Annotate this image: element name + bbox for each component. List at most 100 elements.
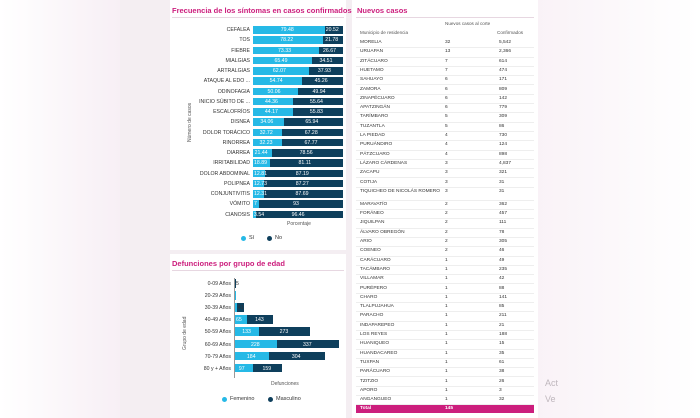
bar-si-label: 34.06 <box>260 119 274 126</box>
municipio-cell: TLALPUJAHUA <box>360 304 394 310</box>
municipio-cell: ZITÁCUARO <box>360 58 388 64</box>
table-row: ÁLVARO OBREGÓN 2 78 <box>356 229 534 238</box>
table-row: LA PIEDAD 4 730 <box>356 132 534 142</box>
symptom-label: POLIPNEA <box>224 180 250 187</box>
total-label: Total <box>360 406 372 411</box>
bar-masculino-label: 304 <box>291 353 301 360</box>
municipio-cell: ÁLVARO OBREGÓN <box>360 229 405 235</box>
bar-masculino <box>235 279 236 288</box>
bar-no-label: 20.52 <box>325 27 339 33</box>
municipio-cell: CARÁCUARO <box>360 257 391 263</box>
municipio-cell: TARÍMBARO <box>360 114 389 120</box>
symptom-label: INICIO SÚBITO DE ... <box>199 98 250 105</box>
bar-si <box>253 56 312 65</box>
age-group-label: 20-29 Años <box>204 293 231 300</box>
watermark-line2: Ve <box>545 394 556 404</box>
col-header-nuevos: Nuevos casos al corte <box>445 21 491 26</box>
symptom-label: ARTRALGIAS <box>217 68 250 74</box>
legend-dot <box>241 236 246 241</box>
bar-si-label: 7 <box>254 201 257 208</box>
bar-si <box>253 87 299 95</box>
confirmados-cell: 32 <box>499 397 505 403</box>
nuevos-cell: 4 <box>445 151 448 157</box>
bar-no-label: 87.27 <box>295 180 309 187</box>
bar-masculino-label: 337 <box>302 341 312 348</box>
confirmados-cell: 5,542 <box>499 40 512 45</box>
nuevos-cell: 7 <box>445 67 448 73</box>
symptom-label: CEFALEA <box>226 27 250 33</box>
bar-si <box>253 159 270 167</box>
nuevos-cell: 2 <box>445 201 448 207</box>
bar-masculino <box>259 327 310 336</box>
confirmados-cell: 111 <box>499 220 507 226</box>
nuevos-cell: 4 <box>445 142 448 148</box>
bar-no <box>292 108 343 116</box>
bar-masculino-label: 143 <box>255 317 264 324</box>
municipio-cell: PARÁCUARO <box>360 369 391 375</box>
bar-si-label: 65.49 <box>274 57 288 64</box>
municipio-cell: JIQUILPAN <box>360 220 385 226</box>
symptom-label: ODINOFAGIA <box>217 88 250 95</box>
nuevos-cell: 1 <box>445 387 448 393</box>
bar-femenino <box>235 351 269 361</box>
nuevos-cell: 1 <box>445 294 448 300</box>
legend-dot <box>267 236 272 241</box>
nuevos-cell: 2 <box>445 229 448 235</box>
bar-no-label: 49.94 <box>312 88 326 95</box>
bar-no <box>324 26 343 34</box>
table-row: TARÍMBARO 5 309 <box>356 113 534 123</box>
bar-si-label: 12.81 <box>254 170 267 177</box>
bar-si-label: 78.22 <box>280 37 294 44</box>
table-row: URUAPAN 13 2,366 <box>356 48 534 58</box>
bar-no-label: 21.78 <box>325 37 339 44</box>
nuevos-cell: 4 <box>445 133 448 138</box>
confirmados-cell: 85 <box>499 304 505 310</box>
bar-masculino <box>236 303 245 312</box>
nuevos-cell: 32 <box>445 40 451 45</box>
deaths-panel <box>170 254 346 418</box>
bar-no <box>264 190 343 198</box>
nuevos-cell: 1 <box>445 378 448 384</box>
municipio-cell: PURÉPERO <box>360 285 387 291</box>
legend-dot <box>268 397 273 402</box>
table-row: VILLAMAR 1 42 <box>356 275 534 285</box>
bar-masculino-label: 273 <box>279 329 289 336</box>
municipio-cell: LÁZARO CÁRDENAS <box>360 160 408 166</box>
confirmados-cell: 26 <box>499 378 505 384</box>
bar-femenino-label: 184 <box>246 353 256 360</box>
deaths-title: Defunciones por grupo de edad <box>172 259 285 268</box>
bar-masculino-label: 41 <box>237 305 244 312</box>
bar-no-label: 55.83 <box>309 109 323 115</box>
bar-si-label: 62.07 <box>272 68 286 74</box>
cases-total-row: Total 145 <box>356 405 534 413</box>
table-row: ARIO 2 305 <box>356 238 534 248</box>
bar-no <box>311 56 343 65</box>
confirmados-cell: 42 <box>499 276 505 282</box>
bar-si-label: 12.73 <box>254 180 267 187</box>
col-header-municipio: Municipio de residencia <box>360 30 409 35</box>
nuevos-cell: 6 <box>445 77 448 83</box>
bar-no <box>292 97 343 106</box>
bar-si <box>253 169 265 177</box>
table-row: APATZINGÁN 6 779 <box>356 104 534 114</box>
nuevos-cell: 3 <box>445 179 448 185</box>
bar-si <box>253 210 257 218</box>
bar-si-label: 12.31 <box>254 191 267 197</box>
bar-si <box>253 108 293 116</box>
confirmados-cell: 31 <box>499 188 505 194</box>
nuevos-cell: 1 <box>445 369 448 375</box>
table-row: TUXPAN 1 61 <box>356 359 534 369</box>
symptom-label: IRRITABILIDAD <box>213 160 250 167</box>
symptom-label: ATAQUE AL EDO ... <box>203 78 250 85</box>
legend-label: Sí <box>249 235 255 241</box>
municipio-cell: TUZANTLA <box>360 123 385 129</box>
symptom-label: CIANOSIS <box>225 211 250 218</box>
bar-no-label: 96.46 <box>291 211 305 218</box>
bar-si <box>253 149 273 157</box>
bar-femenino-label: 65 <box>236 317 242 324</box>
bar-masculino-label: 5 <box>236 281 239 287</box>
symptom-label: TOS <box>239 37 250 44</box>
nuevos-cell: 2 <box>445 248 448 254</box>
bar-no-label: 26.67 <box>322 47 336 54</box>
